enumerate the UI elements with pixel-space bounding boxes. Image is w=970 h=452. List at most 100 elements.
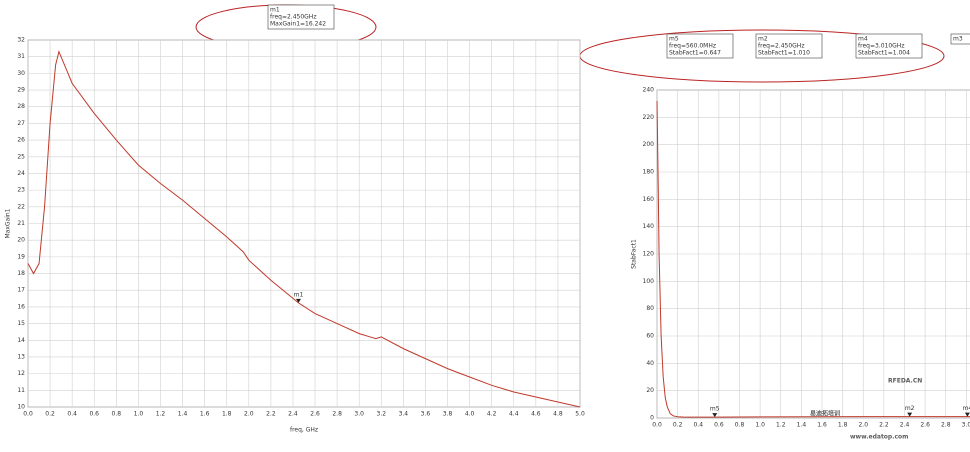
x-tick-label: 2.0 <box>858 422 868 429</box>
y-tick-label: 220 <box>643 114 655 121</box>
x-tick-label: 0.4 <box>693 422 703 429</box>
x-tick-label: 0.0 <box>23 411 33 418</box>
x-tick-label: 0.6 <box>89 411 99 418</box>
x-tick-label: 4.4 <box>509 411 519 418</box>
x-tick-label: 4.6 <box>531 411 541 418</box>
marker-box <box>950 33 970 45</box>
data-line <box>27 50 581 408</box>
marker-label: m5 <box>710 406 720 413</box>
y-tick-label: 0 <box>650 415 654 422</box>
marker-box <box>755 33 823 59</box>
marker-box <box>666 33 734 59</box>
marker-text: m3 <box>953 36 963 43</box>
marker-text: freq=2.450GHz <box>270 14 316 21</box>
watermark: RFEDA.CN <box>888 378 922 385</box>
x-tick-label: 5.0 <box>575 411 585 418</box>
marker-label: m4 <box>963 405 970 412</box>
x-tick-label: 1.0 <box>755 422 765 429</box>
y-tick-label: 40 <box>646 360 654 367</box>
marker <box>964 412 970 417</box>
x-tick-label: 2.6 <box>310 411 320 418</box>
y-tick-label: 20 <box>646 387 654 394</box>
y-tick-label: 29 <box>17 87 25 94</box>
x-tick-label: 1.2 <box>776 422 786 429</box>
x-tick-label: 4.8 <box>553 411 563 418</box>
marker <box>295 298 301 303</box>
y-tick-label: 22 <box>17 203 25 210</box>
x-tick-label: 4.2 <box>487 411 497 418</box>
x-tick-label: 3.0 <box>354 411 364 418</box>
y-tick-label: 30 <box>17 70 25 77</box>
marker-text: MaxGain1=16.242 <box>270 21 326 28</box>
x-tick-label: 1.8 <box>222 411 232 418</box>
y-tick-label: 160 <box>643 196 655 203</box>
x-tick-label: 3.8 <box>443 411 453 418</box>
y-tick-label: 13 <box>17 353 25 360</box>
marker-box <box>267 4 335 30</box>
x-tick-label: 1.6 <box>200 411 210 418</box>
y-tick-label: 20 <box>17 237 25 244</box>
x-tick-label: 3.6 <box>421 411 431 418</box>
y-tick-label: 140 <box>643 223 655 230</box>
marker-label: m2 <box>905 405 915 412</box>
marker-text: m5 <box>669 36 679 43</box>
y-tick-label: 23 <box>17 187 25 194</box>
x-tick-label: 2.4 <box>900 422 910 429</box>
y-tick-label: 31 <box>17 53 25 60</box>
x-tick-label: 2.0 <box>244 411 254 418</box>
marker-text: StabFact1=0.647 <box>669 50 721 57</box>
y-tick-label: 60 <box>646 333 654 340</box>
y-tick-label: 19 <box>17 253 25 260</box>
x-tick-label: 3.4 <box>399 411 409 418</box>
x-tick-label: 0.4 <box>67 411 77 418</box>
y-axis-label: StabFact1 <box>631 239 638 269</box>
x-tick-label: 0.8 <box>735 422 745 429</box>
x-tick-label: 2.2 <box>879 422 889 429</box>
y-tick-label: 24 <box>17 170 25 177</box>
y-tick-label: 26 <box>17 137 25 144</box>
marker-text: m4 <box>858 36 868 43</box>
marker <box>712 413 718 418</box>
x-tick-label: 1.4 <box>178 411 188 418</box>
marker-text: m1 <box>270 7 280 14</box>
marker <box>907 412 913 417</box>
x-tick-label: 3.0 <box>962 422 970 429</box>
marker-text: m2 <box>758 36 768 43</box>
x-tick-label: 0.8 <box>112 411 122 418</box>
marker-text: freq=3.010GHz <box>858 43 904 50</box>
watermark: www.edatop.com <box>850 434 908 441</box>
marker-label: m1 <box>294 291 304 298</box>
y-tick-label: 11 <box>17 387 25 394</box>
y-tick-label: 17 <box>17 287 25 294</box>
x-tick-label: 1.2 <box>156 411 166 418</box>
x-tick-label: 1.6 <box>817 422 827 429</box>
x-tick-label: 2.8 <box>332 411 342 418</box>
x-tick-label: 2.2 <box>266 411 276 418</box>
y-tick-label: 120 <box>643 251 655 258</box>
y-tick-label: 200 <box>643 141 655 148</box>
y-tick-label: 100 <box>643 278 655 285</box>
marker-text: freq=2.450GHz <box>758 43 804 50</box>
y-tick-label: 240 <box>643 87 655 94</box>
marker-text: freq=560.0MHz <box>669 43 716 50</box>
marker-box <box>855 33 923 59</box>
y-tick-label: 80 <box>646 305 654 312</box>
x-tick-label: 3.2 <box>377 411 387 418</box>
y-tick-label: 27 <box>17 120 25 127</box>
x-tick-label: 0.2 <box>45 411 55 418</box>
watermark: 易迪拓培训 <box>809 410 840 418</box>
x-tick-label: 2.8 <box>941 422 951 429</box>
x-tick-label: 0.6 <box>714 422 724 429</box>
x-tick-label: 0.0 <box>652 422 662 429</box>
x-tick-label: 1.8 <box>838 422 848 429</box>
data-line <box>656 100 970 418</box>
x-tick-label: 0.2 <box>673 422 683 429</box>
x-tick-label: 4.0 <box>465 411 475 418</box>
y-tick-label: 180 <box>643 169 655 176</box>
x-axis-label: freq, GHz <box>290 427 318 434</box>
marker-text: StabFact1=1.004 <box>858 50 910 57</box>
y-tick-label: 12 <box>17 370 25 377</box>
y-tick-label: 14 <box>17 337 25 344</box>
y-axis-label: MaxGain1 <box>5 208 12 238</box>
